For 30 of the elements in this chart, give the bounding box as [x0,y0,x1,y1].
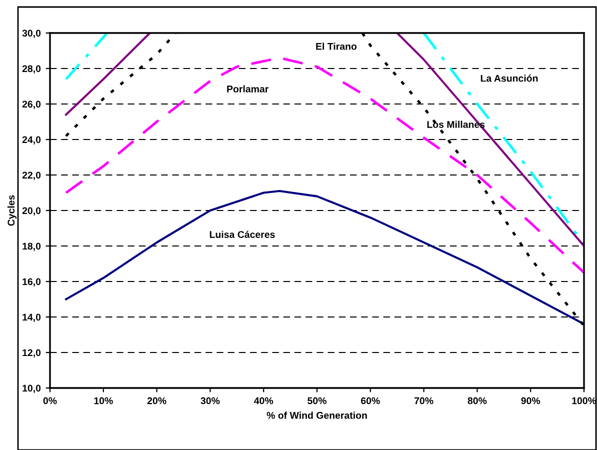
y-tick-label: 18,0 [22,242,41,252]
y-tick-label: 28,0 [22,65,41,74]
y-tick-label: 14,0 [22,314,41,322]
y-tick-label: 16,0 [22,278,41,287]
x-tick-label: 80% [468,397,487,404]
x-tick-label: 10% [94,397,113,404]
line-series [64,190,584,326]
x-tick-label: 70% [414,397,434,404]
y-tick-label: 12,0 [22,349,41,358]
series-label: Porlamar [227,85,269,92]
y-tick-label: 22,0 [22,172,41,180]
x-tick-label: 50% [308,397,326,404]
x-tick-label: 60% [361,397,380,404]
x-tick-label: 90% [521,397,540,404]
series-label: La Asunción [480,74,538,82]
x-tick-label: 30% [200,397,220,404]
y-tick-label: 26,0 [22,100,41,110]
x-tick-label: 100% [572,397,596,404]
y-tick-label: 30,0 [22,30,41,38]
y-tick-label: 20,0 [22,207,41,216]
x-tick-label: 20% [147,397,166,404]
y-tick-label: 24,0 [22,136,41,145]
x-axis-title: % of Wind Generation [266,412,367,419]
series-label: Luisa Cáceres [210,230,275,238]
x-tick-label: 0% [43,397,57,404]
y-tick-label: 10,0 [22,384,41,394]
line-series [64,56,584,274]
x-tick-label: 40% [254,397,274,404]
series-label: El Tirano [316,42,357,50]
y-axis-title: Cycles [7,195,16,226]
